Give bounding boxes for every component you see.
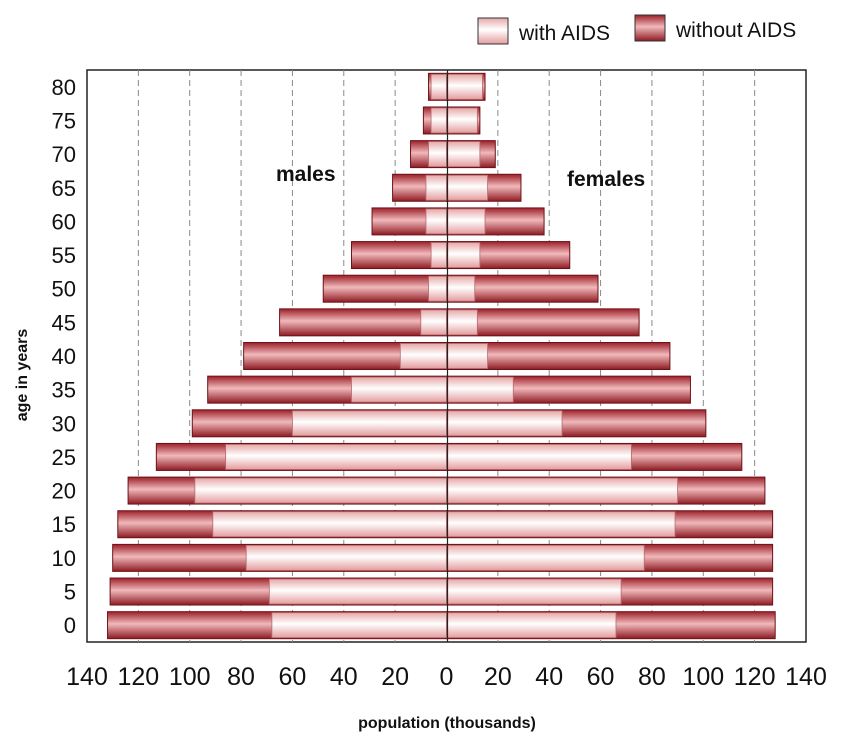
bars-group <box>107 72 776 640</box>
bar-male-with-aids-45 <box>420 309 447 336</box>
bar-male-with-aids-65 <box>425 174 447 201</box>
bar-male-with-aids-60 <box>425 208 447 235</box>
x-tick-label: 80 <box>638 663 666 691</box>
bar-female-with-aids-40 <box>446 343 488 369</box>
x-tick-label: 40 <box>535 663 563 691</box>
x-tick-label: 100 <box>682 663 724 691</box>
bar-male-without-aids-50 <box>322 274 447 303</box>
y-tick-label: 25 <box>52 445 76 470</box>
x-tick-label: 80 <box>227 663 255 691</box>
y-axis-title: age in years <box>14 329 31 422</box>
bar-male-with-aids-35 <box>351 376 447 403</box>
bar-male-with-aids-80 <box>430 73 447 100</box>
y-tick-label: 60 <box>52 209 76 234</box>
bar-female-with-aids-70 <box>446 141 481 168</box>
annotation-females: females <box>567 168 645 191</box>
bar-female-with-aids-60 <box>446 208 486 235</box>
y-tick-label: 45 <box>52 310 76 335</box>
y-tick-labels: 0 5 10 15 20 25 30 35 40 45 50 55 60 65 70 75 80 <box>52 75 76 638</box>
y-tick-label: 10 <box>52 546 76 571</box>
bar-male-with-aids-30 <box>292 410 447 437</box>
bar-female-with-aids-30 <box>446 410 563 437</box>
legend-label-without-aids: without AIDS <box>675 19 796 42</box>
x-tick-label: 120 <box>734 663 776 691</box>
x-tick-label: 0 <box>440 663 454 691</box>
y-tick-label: 15 <box>52 512 76 537</box>
bar-male-with-aids-50 <box>428 275 447 302</box>
x-tick-label: 100 <box>169 663 211 691</box>
y-tick-label: 0 <box>64 613 76 638</box>
x-tick-labels: 140 120 100 80 60 40 20 0 20 40 60 80 100 120 140 <box>66 663 827 691</box>
x-tick-label: 60 <box>587 663 615 691</box>
y-tick-label: 75 <box>52 108 76 133</box>
bar-female-with-aids-75 <box>446 107 478 134</box>
bar-female-with-aids-0 <box>446 612 617 639</box>
x-tick-label: 140 <box>785 663 827 691</box>
bar-male-with-aids-0 <box>271 612 447 639</box>
bar-female-with-aids-80 <box>446 73 483 100</box>
bar-female-with-aids-10 <box>446 544 645 571</box>
x-tick-label: 60 <box>279 663 307 691</box>
y-tick-label: 70 <box>52 142 76 167</box>
bar-male-with-aids-55 <box>430 242 447 268</box>
bar-female-with-aids-25 <box>446 444 632 470</box>
bar-male-with-aids-25 <box>225 444 447 470</box>
y-tick-label: 30 <box>52 411 76 436</box>
x-axis-title: population (thousands) <box>358 715 536 732</box>
bar-male-with-aids-20 <box>194 477 447 504</box>
legend-swatch-without-aids <box>634 14 666 42</box>
bar-female-without-aids-45 <box>446 308 640 337</box>
legend-label-with-aids: with AIDS <box>518 22 610 45</box>
y-tick-label: 50 <box>52 277 76 302</box>
bar-female-with-aids-5 <box>446 578 622 605</box>
y-tick-label: 5 <box>64 580 76 605</box>
legend-swatch-with-aids <box>477 17 509 45</box>
bar-female-with-aids-45 <box>446 309 478 336</box>
annotation-males: males <box>276 163 336 186</box>
y-tick-label: 55 <box>52 243 76 268</box>
bar-female-with-aids-20 <box>446 477 679 504</box>
bar-male-with-aids-15 <box>212 511 447 538</box>
x-tick-label: 40 <box>330 663 358 691</box>
bar-female-with-aids-50 <box>446 275 476 302</box>
bar-male-with-aids-5 <box>268 578 447 605</box>
y-tick-label: 35 <box>52 378 76 403</box>
bar-male-with-aids-40 <box>399 343 447 369</box>
y-tick-label: 65 <box>52 176 76 201</box>
x-tick-label: 20 <box>381 663 409 691</box>
bar-male-with-aids-10 <box>245 544 447 571</box>
bar-female-with-aids-35 <box>446 376 514 403</box>
x-tick-label: 20 <box>484 663 512 691</box>
bar-male-with-aids-70 <box>428 141 447 168</box>
bar-female-with-aids-65 <box>446 174 488 201</box>
y-tick-label: 80 <box>52 75 76 100</box>
bar-female-with-aids-55 <box>446 242 481 268</box>
y-tick-label: 40 <box>52 344 76 369</box>
x-tick-label: 120 <box>117 663 159 691</box>
bar-male-without-aids-45 <box>279 308 448 337</box>
bar-male-with-aids-75 <box>430 107 447 134</box>
legend: with AIDS without AIDS <box>477 14 796 45</box>
bar-female-with-aids-15 <box>446 511 676 538</box>
y-tick-label: 20 <box>52 479 76 504</box>
x-tick-label: 140 <box>66 663 108 691</box>
